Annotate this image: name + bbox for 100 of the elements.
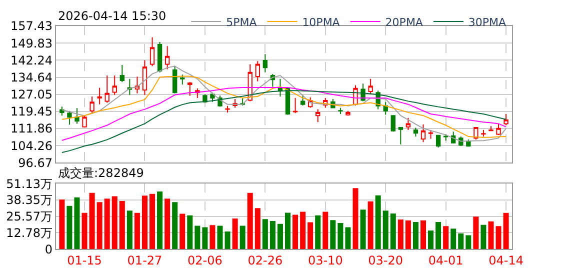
bar <box>382 210 388 250</box>
candlestick <box>82 115 87 128</box>
legend-label: 20PMA <box>385 16 424 29</box>
bar <box>375 195 381 250</box>
bar <box>352 188 358 250</box>
x-tick-label: 03-20 <box>368 253 404 268</box>
x-tick-label: 03-10 <box>308 253 343 268</box>
candlestick <box>466 138 471 148</box>
line-series <box>61 66 507 142</box>
y-tick-label: 134.64 <box>10 70 53 84</box>
y-tick-label: 0 <box>44 242 53 256</box>
candlestick <box>436 134 441 148</box>
bar <box>217 226 223 250</box>
candlestick <box>413 127 418 138</box>
bar <box>232 218 238 250</box>
candlestick <box>390 115 396 132</box>
bar <box>450 228 456 250</box>
candlestick <box>67 110 72 126</box>
bar <box>368 201 374 250</box>
candlestick <box>157 42 162 73</box>
bar <box>496 226 502 250</box>
candlestick <box>104 75 110 104</box>
candlestick <box>504 114 508 126</box>
candlestick <box>180 74 185 86</box>
y-tick-label: 12.78万 <box>6 226 53 240</box>
candlestick <box>398 127 404 145</box>
bar <box>270 221 276 250</box>
bar <box>202 227 208 250</box>
bar <box>398 219 404 250</box>
candlestick <box>496 123 501 136</box>
bar <box>126 210 132 250</box>
line-series <box>61 90 507 153</box>
line-series <box>61 86 507 141</box>
bar <box>458 233 464 250</box>
bar <box>466 235 472 250</box>
candlestick <box>60 106 64 116</box>
bar <box>96 202 102 250</box>
bar <box>262 219 268 250</box>
candlestick <box>383 102 388 116</box>
x-tick-label: 01-15 <box>67 253 102 268</box>
bar <box>412 222 418 250</box>
bar <box>308 222 314 250</box>
chart-title: 2026-04-14 15:30 <box>58 9 166 23</box>
y-tick-label: 157.43 <box>10 19 53 34</box>
bar <box>74 197 80 250</box>
y-tick-label: 111.86 <box>10 122 53 136</box>
bar <box>164 198 170 250</box>
candlestick <box>428 129 434 140</box>
bar <box>284 212 291 250</box>
y-tick-label: 38.35万 <box>6 193 53 208</box>
candlestick <box>368 78 373 94</box>
bar <box>157 192 163 250</box>
bar <box>187 215 193 250</box>
bar <box>292 214 298 250</box>
bar <box>420 220 426 250</box>
candlestick <box>120 64 124 83</box>
x-tick-label: 04-01 <box>428 253 464 268</box>
y-tick-label: 142.24 <box>10 53 53 68</box>
candlestick <box>292 98 298 114</box>
y-tick-label: 127.05 <box>10 88 53 102</box>
bar <box>59 200 65 250</box>
x-tick-label: 01-27 <box>127 253 162 268</box>
bar <box>405 220 411 250</box>
bar <box>172 202 178 250</box>
y-tick-label: 25.57万 <box>6 210 53 224</box>
bar <box>443 226 449 250</box>
candlestick <box>150 36 155 67</box>
text: 成交量:282849 <box>58 166 144 180</box>
legend-label: 5PMA <box>226 16 258 29</box>
bar <box>210 225 216 250</box>
candlestick <box>90 96 94 113</box>
candlestick <box>210 92 215 102</box>
bar <box>247 192 253 250</box>
bar <box>488 221 494 250</box>
bar <box>322 212 328 250</box>
y-tick-label: 149.83 <box>10 36 53 50</box>
candlestick <box>255 60 260 82</box>
bar <box>134 212 140 250</box>
candlestick <box>172 66 178 94</box>
bar <box>436 222 442 250</box>
bar <box>338 222 344 250</box>
bar <box>194 226 200 250</box>
candlestick <box>142 60 148 96</box>
bar <box>112 196 118 250</box>
bar <box>240 226 246 250</box>
bar <box>150 194 156 250</box>
bar <box>277 224 283 250</box>
candlestick <box>488 126 494 132</box>
candlestick <box>164 46 170 70</box>
candlestick <box>278 78 283 97</box>
candlestick <box>474 127 478 140</box>
bar <box>224 232 230 250</box>
candlestick <box>420 124 426 143</box>
bar <box>180 214 186 250</box>
candlestick <box>112 75 117 96</box>
candlestick <box>406 117 411 130</box>
bar <box>503 212 509 250</box>
bar <box>300 212 306 250</box>
candlestick <box>316 108 320 123</box>
x-tick-label: 04-14 <box>488 253 524 268</box>
